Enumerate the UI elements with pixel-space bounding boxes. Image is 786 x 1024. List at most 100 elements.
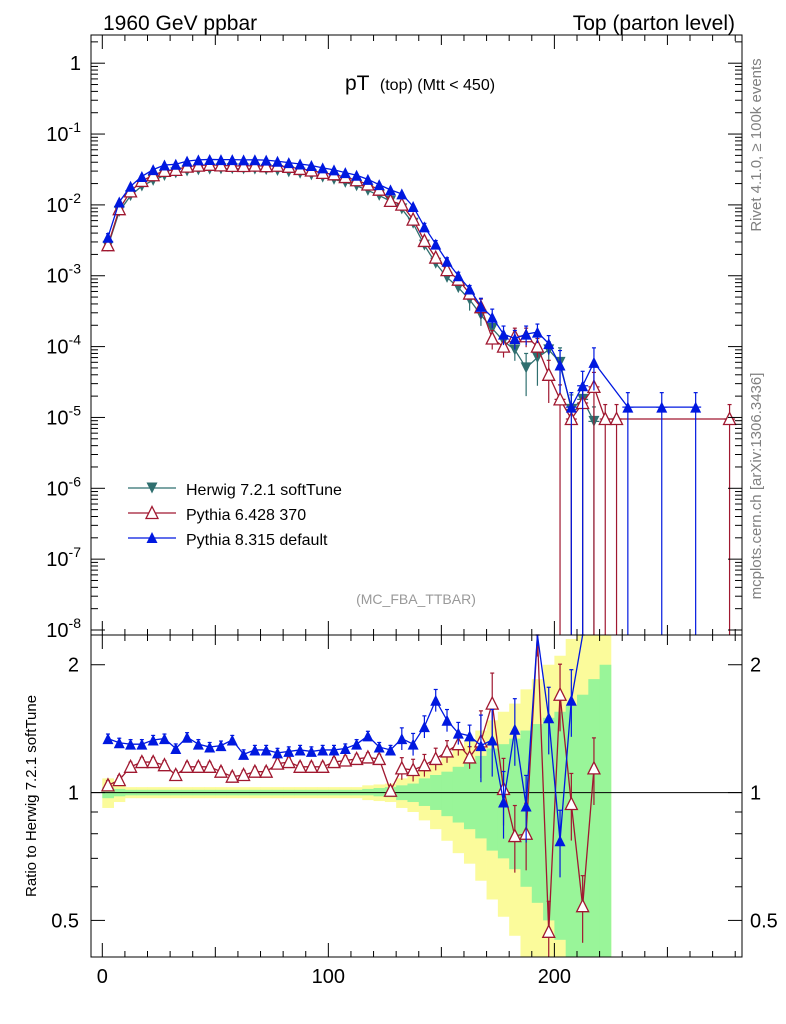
marker-main-pythia6 — [394, 196, 409, 211]
marker-ratio-pythia6 — [462, 749, 477, 764]
marker-main-pythia8 — [170, 158, 182, 170]
marker-ratio-pythia8 — [407, 738, 419, 750]
y-tick-label: 10-6 — [46, 473, 81, 500]
marker-ratio-pythia6 — [202, 758, 217, 773]
marker-main-pythia8 — [294, 158, 306, 170]
mcplots-label: mcplots.cern.ch [arXiv:1306.3436] — [748, 373, 765, 600]
band-green-bin — [441, 771, 454, 817]
marker-main-pythia6 — [236, 158, 251, 173]
marker-ratio-pythia8 — [464, 730, 476, 742]
marker-ratio-pythia6 — [213, 763, 229, 778]
ratio-y-tick-label-right: 0.5 — [750, 910, 778, 932]
marker-main-pythia6 — [552, 391, 568, 406]
series-pythia6 — [100, 156, 737, 635]
analysis-tag: (MC_FBA_TTBAR) — [356, 591, 476, 607]
marker-ratio-pythia8 — [543, 712, 555, 724]
legend-label-herwig: Herwig 7.2.1 softTune — [186, 482, 342, 499]
marker-main-pythia8 — [113, 196, 125, 208]
marker-ratio-pythia6 — [338, 752, 353, 767]
marker-ratio-pythia8 — [452, 727, 464, 739]
y-tick-label-exponent: -8 — [69, 615, 82, 631]
band-green-bin — [588, 679, 600, 957]
marker-ratio-pythia6 — [586, 760, 601, 775]
marker-ratio-pythia6 — [439, 743, 455, 758]
legend-marker-herwig — [146, 482, 158, 494]
marker-ratio-pythia8 — [204, 741, 216, 753]
marker-main-pythia8 — [317, 162, 329, 174]
marker-main-pythia6 — [428, 249, 443, 264]
plot-title-main: pT — [345, 72, 370, 95]
marker-main-pythia8 — [577, 380, 589, 392]
marker-ratio-pythia8 — [170, 742, 182, 754]
marker-main-pythia8 — [136, 170, 148, 182]
marker-ratio-pythia8 — [136, 738, 148, 750]
marker-ratio-pythia8 — [215, 740, 227, 752]
legend: Herwig 7.2.1 softTune Pythia 6.428 370 P… — [128, 482, 342, 549]
marker-main-pythia8 — [509, 333, 521, 345]
marker-main-pythia8 — [656, 401, 668, 413]
marker-ratio-pythia6 — [168, 767, 183, 782]
marker-ratio-pythia8 — [249, 744, 261, 756]
marker-ratio-pythia8 — [565, 694, 577, 706]
marker-main-pythia6 — [485, 330, 500, 345]
marker-ratio-pythia8 — [158, 733, 170, 745]
band-green-bin — [452, 766, 465, 823]
marker-ratio-pythia6 — [247, 763, 262, 778]
marker-main-pythia8 — [385, 184, 397, 196]
marker-main-pythia8 — [283, 157, 295, 169]
marker-main-pythia8 — [690, 401, 702, 413]
marker-ratio-pythia8 — [181, 731, 193, 743]
series-pythia8 — [102, 153, 702, 635]
marker-main-pythia8 — [226, 154, 238, 166]
ratio-y-tick-label-right: 1 — [750, 783, 761, 805]
y-tick-label-base: 10 — [46, 337, 68, 359]
marker-ratio-pythia8 — [102, 733, 114, 745]
marker-ratio-pythia6 — [180, 758, 195, 773]
y-tick-label-exponent: -4 — [69, 332, 82, 348]
y-tick-label: 10-3 — [46, 261, 81, 288]
y-tick-label-base: 10 — [46, 195, 68, 217]
marker-ratio-pythia6 — [372, 750, 387, 766]
marker-ratio-pythia8 — [271, 747, 283, 759]
y-tick-label: 1 — [70, 53, 81, 75]
marker-main-pythia8 — [396, 188, 408, 200]
marker-ratio-pythia8 — [554, 835, 566, 847]
marker-main-pythia8 — [271, 155, 283, 167]
marker-main-pythia8 — [622, 401, 634, 413]
marker-main-pythia6 — [598, 411, 613, 426]
marker-main-pythia8 — [238, 154, 250, 166]
band-green-bin — [576, 694, 589, 957]
marker-ratio-pythia6 — [428, 750, 443, 766]
plot-title-sub: (top) (Mtt < 450) — [380, 77, 495, 94]
marker-main-pythia8 — [543, 338, 555, 350]
ratio-y-tick-label: 0.5 — [51, 910, 79, 932]
marker-ratio-pythia8 — [339, 742, 351, 754]
marker-ratio-pythia6 — [112, 772, 127, 787]
marker-main-pythia8 — [147, 164, 159, 176]
marker-ratio-pythia6 — [394, 760, 409, 775]
band-green-bin — [475, 755, 487, 839]
legend-label-pythia8: Pythia 8.315 default — [186, 532, 328, 549]
marker-main-pythia8 — [486, 311, 498, 323]
band-green-bin — [486, 748, 499, 851]
marker-main-pythia6 — [383, 192, 398, 208]
marker-ratio-pythia6 — [293, 758, 308, 773]
marker-ratio-pythia8 — [192, 738, 204, 750]
marker-main-pythia8 — [204, 153, 216, 165]
marker-main-pythia8 — [373, 179, 385, 191]
marker-ratio-pythia6 — [191, 758, 206, 773]
ratio-plot-frame — [90, 634, 743, 958]
band-green-bin — [463, 762, 476, 830]
marker-ratio-pythia6 — [417, 757, 432, 772]
ratio-y-tick-label: 2 — [68, 655, 79, 677]
marker-main-pythia6 — [609, 411, 624, 426]
line-main-pythia6 — [107, 164, 730, 421]
marker-ratio-pythia8 — [396, 733, 408, 745]
x-tick-label: 200 — [538, 966, 571, 988]
ratio-y-axis-label: Ratio to Herwig 7.2.1 softTune — [23, 695, 40, 897]
legend-marker-pythia6 — [144, 505, 160, 520]
marker-ratio-pythia6 — [225, 768, 240, 783]
marker-ratio-pythia8 — [147, 734, 159, 746]
marker-ratio-pythia8 — [328, 744, 340, 756]
marker-ratio-pythia8 — [385, 744, 397, 756]
